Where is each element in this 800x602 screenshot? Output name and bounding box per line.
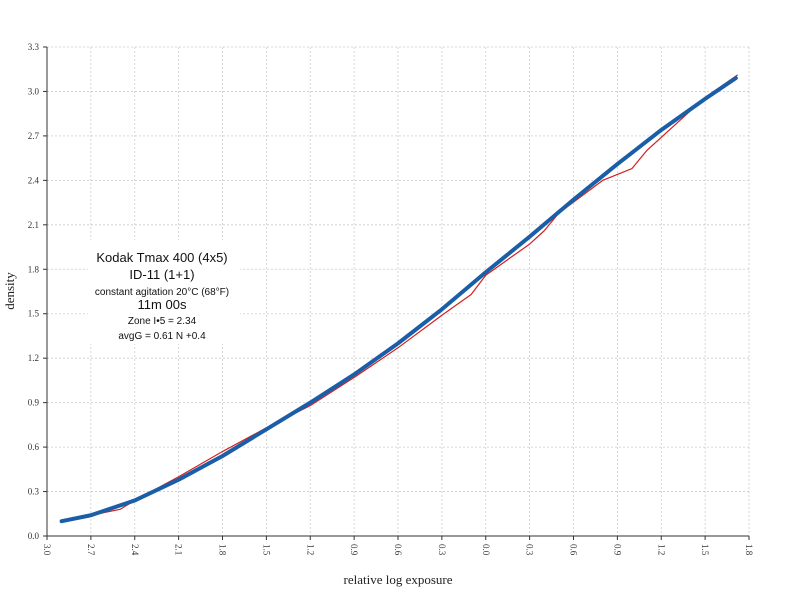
x-tick-label: 0.6 [393, 544, 403, 556]
x-tick-label: 1.2 [656, 544, 666, 555]
x-tick-label: 2.7 [86, 544, 96, 556]
x-tick-label: 0.3 [437, 544, 447, 556]
x-tick-label: 2.1 [174, 544, 184, 555]
x-tick-label: 1.5 [261, 544, 271, 556]
x-tick-label: 0.6 [569, 544, 579, 556]
x-tick-label: 3.0 [42, 544, 52, 556]
x-tick-label: 0.0 [481, 544, 491, 556]
x-axis-label: relative log exposure [343, 572, 452, 587]
annotation: Kodak Tmax 400 (4x5) [96, 250, 227, 265]
y-tick-label: 1.8 [28, 264, 40, 274]
x-tick-label: 1.2 [305, 544, 315, 555]
y-tick-label: 1.5 [28, 309, 40, 319]
x-tick-label: 0.9 [349, 544, 359, 556]
x-tick-label: 0.3 [525, 544, 535, 556]
annotation: Zone I•5 = 2.34 [128, 316, 197, 327]
x-tick-label: 0.9 [612, 544, 622, 556]
x-tick-label: 2.4 [130, 544, 140, 556]
y-tick-label: 1.2 [28, 353, 39, 363]
annotation: constant agitation 20°C (68°F) [95, 287, 229, 298]
annotation: 11m 00s [138, 297, 187, 312]
series-line [59, 76, 738, 524]
x-tick-label: 1.8 [744, 544, 754, 556]
x-tick-label: 1.8 [218, 544, 228, 556]
y-tick-label: 2.7 [28, 131, 40, 141]
y-tick-label: 0.9 [28, 398, 40, 408]
y-axis-label: density [2, 272, 17, 310]
x-tick-label: 1.5 [700, 544, 710, 556]
y-tick-label: 2.4 [28, 175, 40, 185]
y-tick-label: 0.6 [28, 442, 40, 452]
y-tick-label: 3.3 [28, 42, 40, 52]
annotation: ID-11 (1+1) [129, 267, 194, 282]
y-tick-label: 0.3 [28, 487, 40, 497]
y-tick-label: 0.0 [28, 531, 40, 541]
y-tick-label: 3.0 [28, 86, 40, 96]
annotation-box [88, 240, 240, 344]
annotation: avgG = 0.61 N +0.4 [118, 331, 206, 342]
y-tick-label: 2.1 [28, 220, 39, 230]
